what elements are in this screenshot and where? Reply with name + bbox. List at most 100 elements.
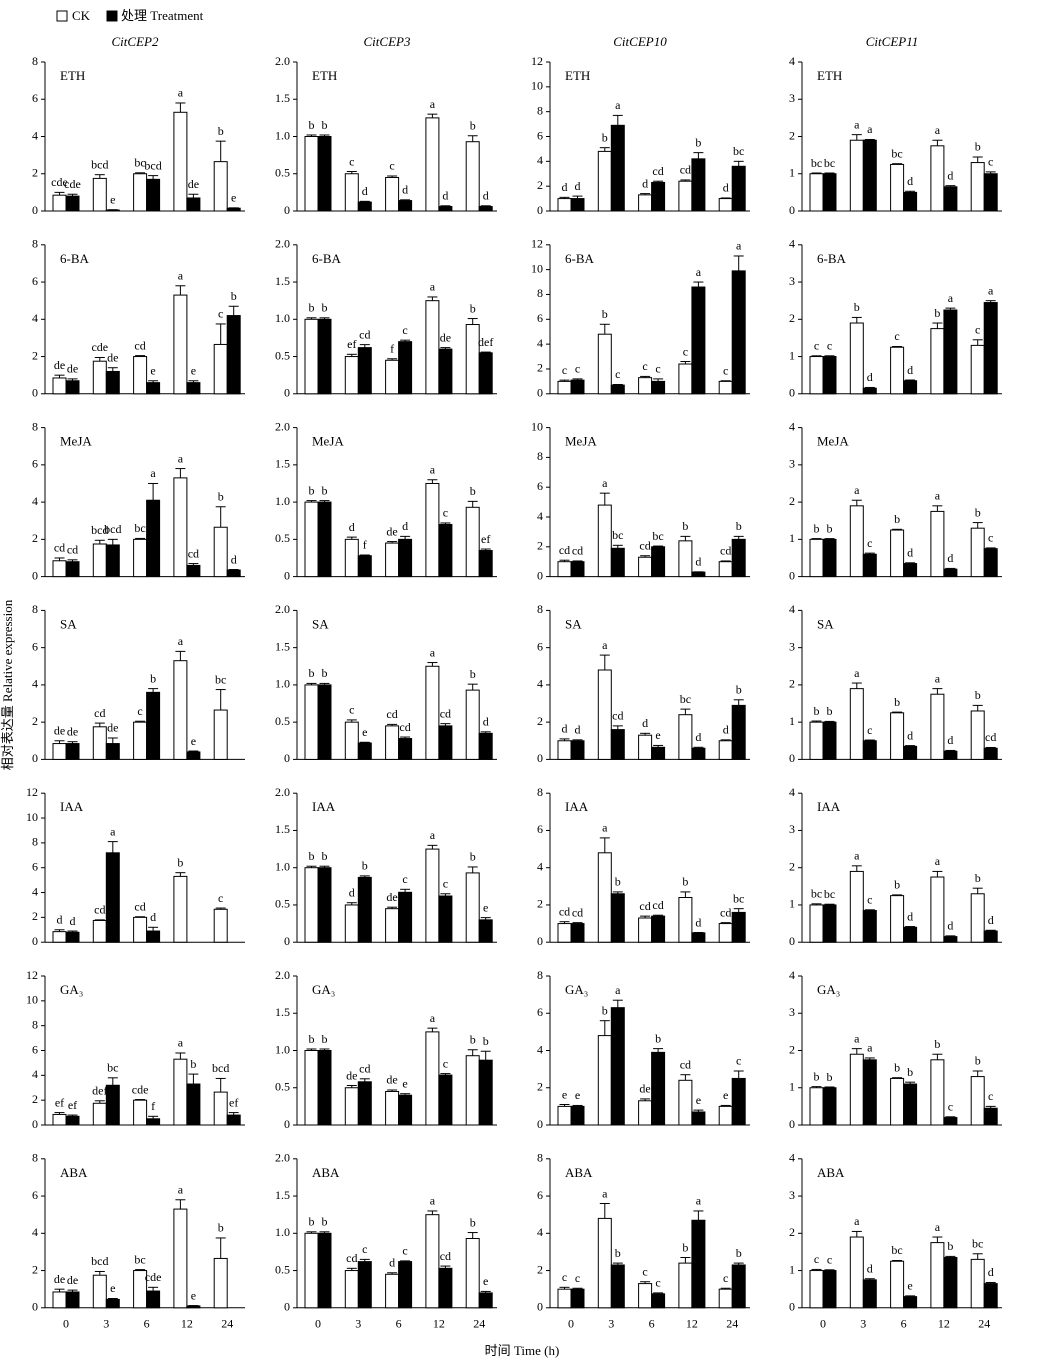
- significance-letter: b: [309, 666, 315, 680]
- bar: [890, 529, 905, 578]
- bar: [173, 111, 188, 212]
- y-tick-label: 2: [789, 494, 795, 508]
- significance-letter: d: [723, 723, 729, 737]
- panel-label: 6-BA: [565, 251, 595, 266]
- y-tick-label: 6: [537, 311, 543, 325]
- y-tick-label: 6: [32, 1188, 38, 1202]
- significance-letter: de: [54, 1272, 65, 1286]
- bar: [344, 538, 359, 578]
- significance-letter: cd: [359, 327, 370, 341]
- y-tick-label: 4: [537, 509, 543, 523]
- bar: [597, 1217, 612, 1309]
- bar: [731, 1264, 746, 1309]
- bar: [570, 198, 585, 212]
- x-tick-label: 0: [820, 1317, 826, 1331]
- bar: [425, 300, 440, 395]
- significance-letter: a: [935, 854, 941, 868]
- x-tick-label: 24: [221, 1317, 233, 1331]
- y-tick-label: 0: [284, 203, 290, 217]
- bar: [173, 294, 188, 395]
- significance-letter: de: [639, 1082, 650, 1096]
- significance-letter: d: [947, 919, 953, 933]
- significance-letter: b: [907, 1065, 913, 1079]
- significance-letter: cd: [440, 706, 451, 720]
- significance-letter: c: [443, 1056, 448, 1070]
- significance-letter: cd: [134, 899, 145, 913]
- bar: [849, 688, 864, 760]
- significance-letter: bc: [134, 156, 145, 170]
- bar: [570, 561, 585, 578]
- bar: [943, 309, 958, 395]
- significance-letter: d: [562, 722, 568, 736]
- bar: [822, 721, 837, 760]
- bar: [304, 318, 319, 395]
- bar: [849, 139, 864, 212]
- significance-letter: cd: [359, 1062, 370, 1076]
- bar: [718, 561, 733, 578]
- bar: [465, 141, 480, 212]
- panel-label: 6-BA: [312, 251, 342, 266]
- y-tick-label: 0: [537, 934, 543, 948]
- bar: [943, 936, 958, 943]
- y-tick-label: 4: [537, 677, 543, 691]
- y-tick-label: 8: [32, 419, 38, 433]
- bar: [438, 725, 453, 760]
- bar: [438, 523, 453, 578]
- significance-letter: e: [907, 1279, 912, 1293]
- bar: [478, 206, 493, 212]
- significance-letter: a: [602, 476, 608, 490]
- bar: [862, 740, 877, 760]
- bar: [317, 136, 332, 212]
- significance-letter: cd: [94, 706, 105, 720]
- y-tick-label: 8: [32, 1151, 38, 1165]
- x-tick-label: 24: [726, 1317, 738, 1331]
- bar: [731, 704, 746, 760]
- bar: [822, 173, 837, 212]
- x-tick-label: 0: [315, 1317, 321, 1331]
- bar: [52, 194, 67, 212]
- y-tick-label: 12: [531, 237, 543, 251]
- significance-letter: bc: [215, 672, 226, 686]
- y-tick-label: 2.0: [275, 1151, 290, 1165]
- bar: [465, 872, 480, 943]
- significance-letter: d: [642, 716, 648, 730]
- significance-letter: a: [935, 123, 941, 137]
- significance-letter: d: [907, 174, 913, 188]
- significance-letter: bc: [134, 521, 145, 535]
- significance-letter: c: [402, 323, 407, 337]
- bar: [478, 732, 493, 760]
- significance-letter: b: [150, 671, 156, 685]
- significance-letter: de: [107, 721, 118, 735]
- significance-letter: b: [736, 519, 742, 533]
- significance-letter: a: [854, 1031, 860, 1045]
- y-tick-label: 0.5: [275, 531, 290, 545]
- significance-letter: d: [442, 189, 448, 203]
- bar: [718, 198, 733, 212]
- significance-letter: b: [309, 1032, 315, 1046]
- significance-letter: e: [575, 1088, 580, 1102]
- bar: [983, 173, 998, 212]
- significance-letter: a: [854, 849, 860, 863]
- significance-letter: d: [695, 555, 701, 569]
- x-tick-label: 3: [103, 1317, 109, 1331]
- bar: [438, 895, 453, 943]
- y-tick-label: 0.5: [275, 348, 290, 362]
- significance-letter: d: [988, 913, 994, 927]
- significance-letter: b: [975, 688, 981, 702]
- significance-letter: b: [894, 1060, 900, 1074]
- significance-letter: a: [736, 239, 742, 253]
- significance-letter: b: [814, 704, 820, 718]
- significance-letter: d: [907, 909, 913, 923]
- bar: [809, 721, 824, 760]
- y-tick-label: 1.5: [275, 274, 290, 288]
- significance-letter: e: [483, 1274, 488, 1288]
- bar: [651, 915, 666, 943]
- y-tick-label: 6: [537, 822, 543, 836]
- significance-letter: de: [440, 330, 451, 344]
- bar: [317, 1050, 332, 1126]
- significance-letter: a: [178, 451, 184, 465]
- significance-letter: d: [57, 913, 63, 927]
- panel-label: MeJA: [817, 434, 849, 449]
- significance-letter: c: [894, 329, 899, 343]
- y-tick-label: 6: [32, 274, 38, 288]
